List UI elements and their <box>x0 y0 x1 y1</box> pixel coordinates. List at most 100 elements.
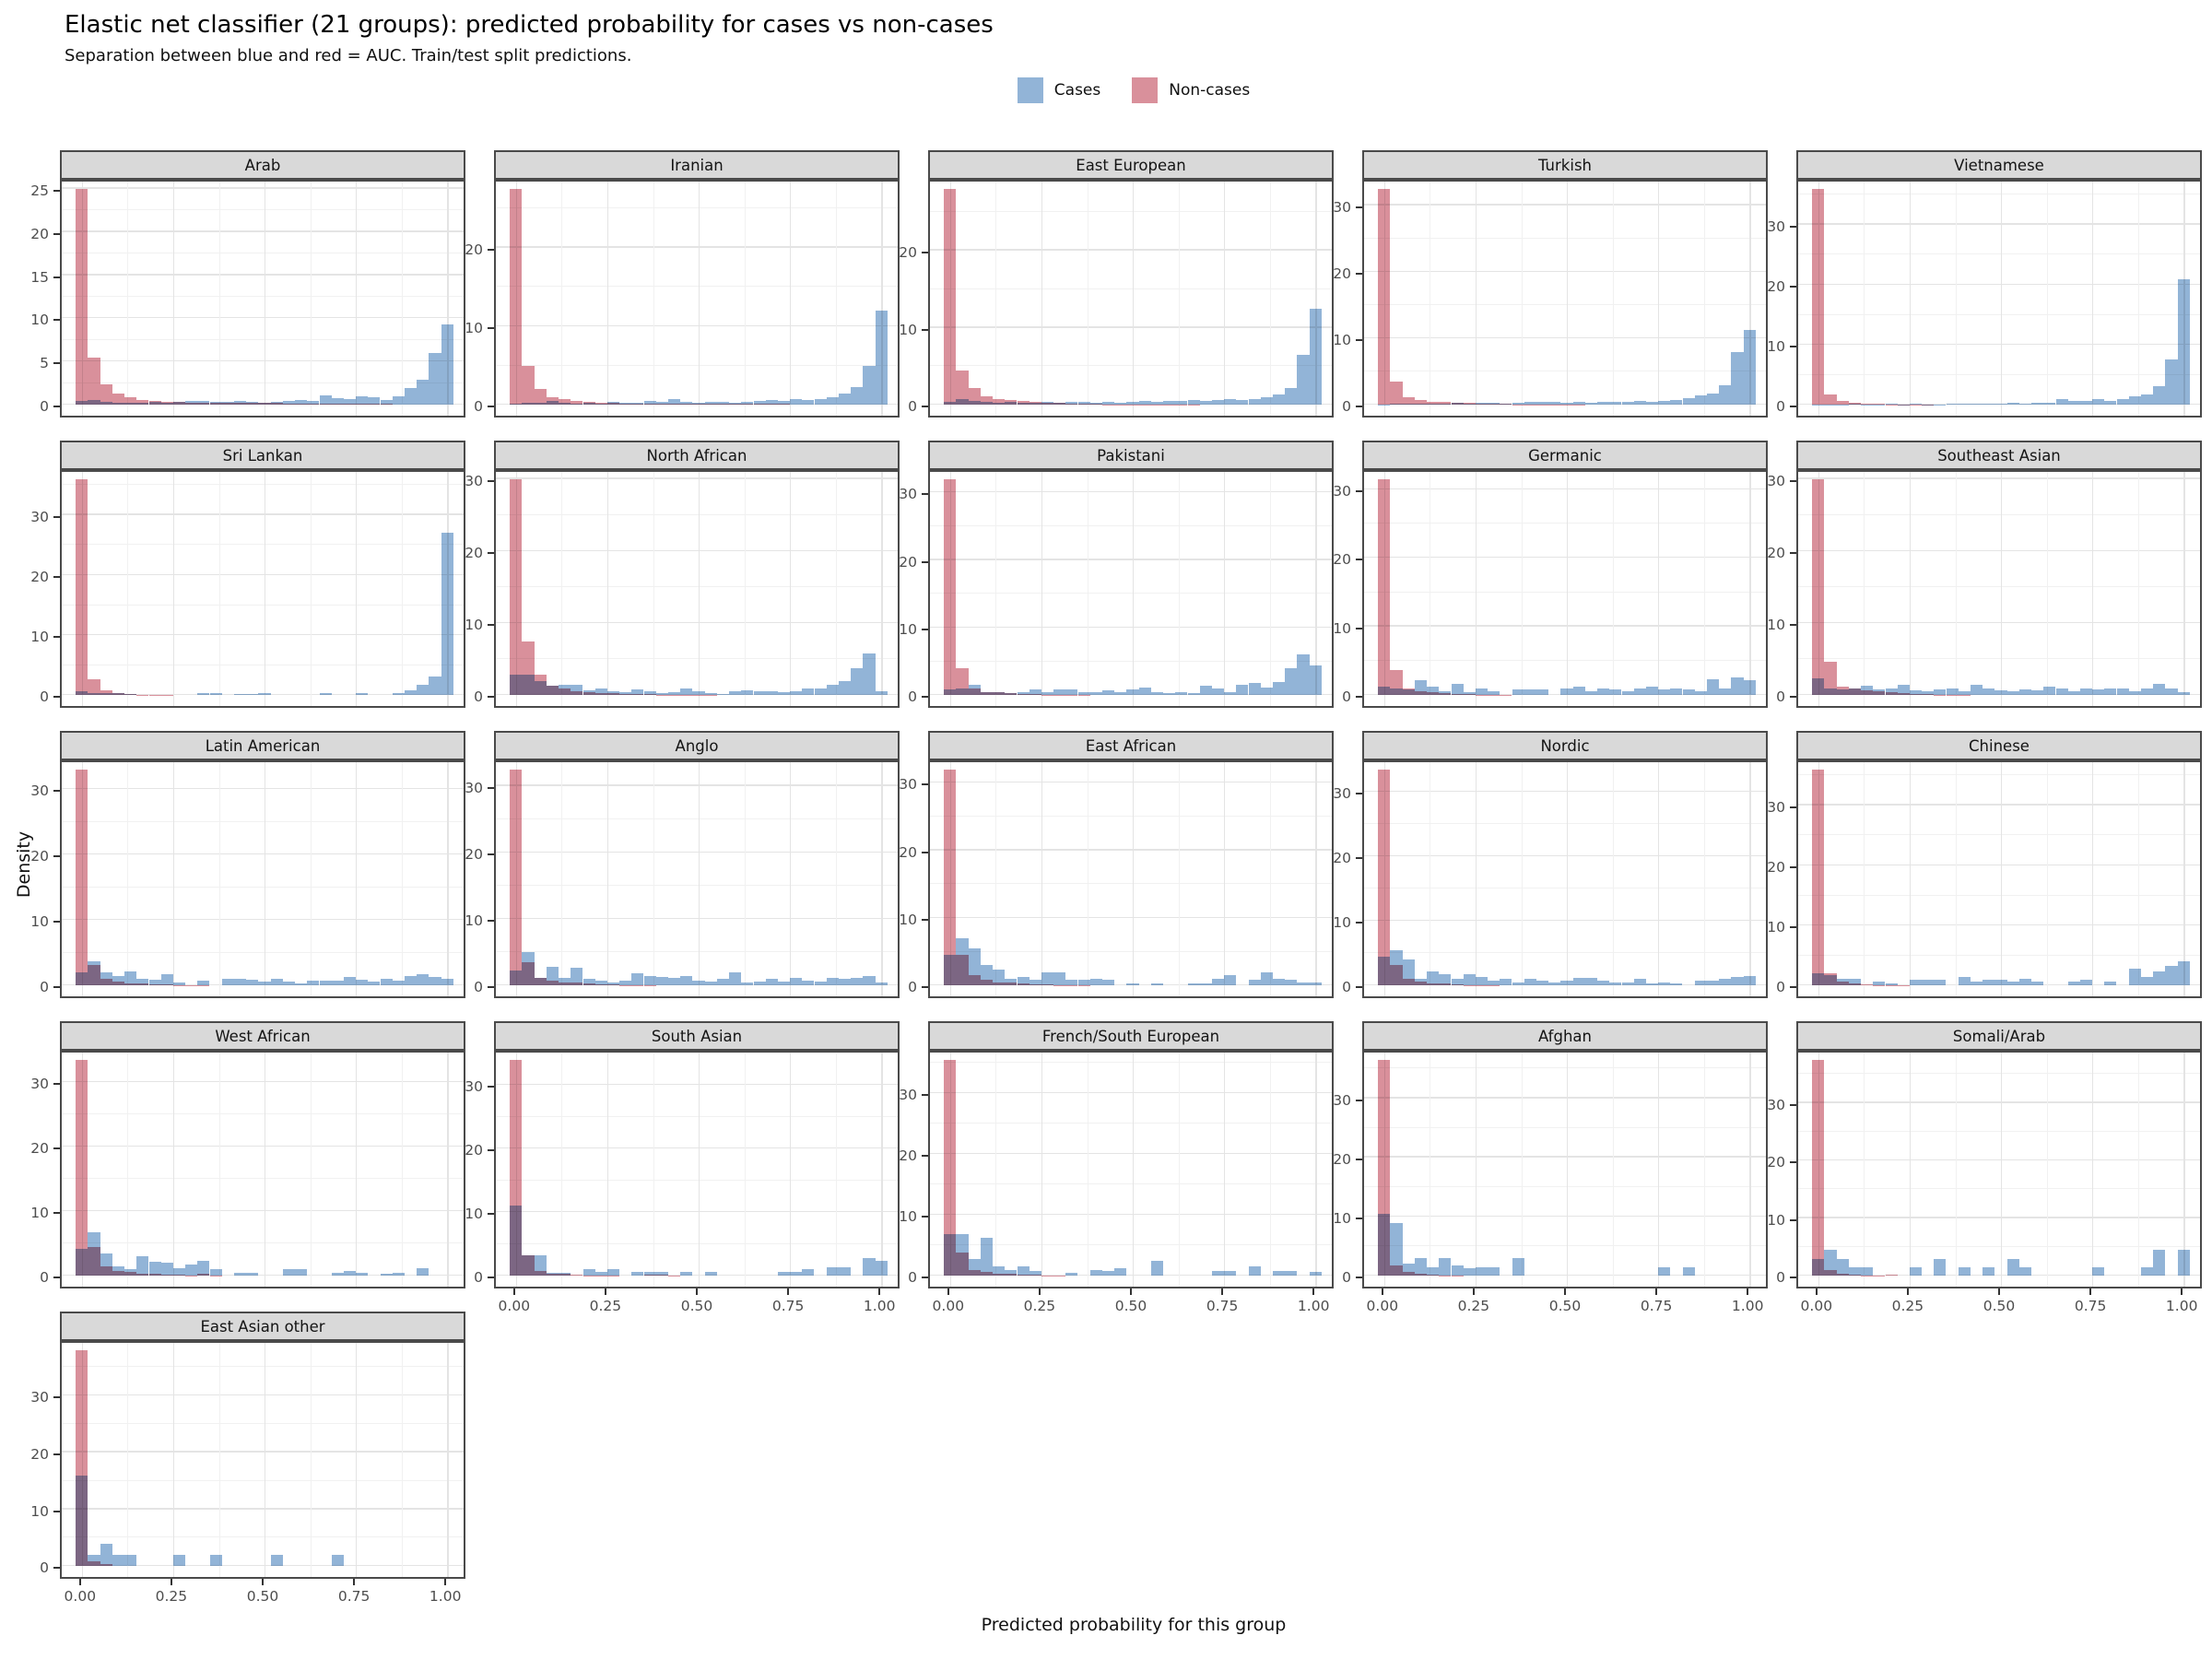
hist-bar-non-cases <box>1451 1275 1464 1277</box>
y-tick-label: 0 <box>40 1269 49 1287</box>
gridline-major <box>790 182 792 416</box>
gridline-minor <box>835 1053 837 1287</box>
x-tick-mark <box>444 1579 447 1585</box>
facet-strip: Somali/Arab <box>1796 1021 2202 1051</box>
x-tick-label: 0.25 <box>155 1588 188 1605</box>
hist-bar-non-cases <box>1017 693 1030 696</box>
hist-bar-non-cases <box>1414 1274 1427 1277</box>
gridline-major <box>447 762 449 996</box>
facet-strip: South Asian <box>494 1021 900 1051</box>
facet-panel <box>60 180 465 418</box>
hist-bar-non-cases <box>1390 669 1403 696</box>
y-tick-mark <box>53 921 60 924</box>
hist-bar-non-cases <box>956 668 969 696</box>
gridline-minor <box>1955 182 1957 416</box>
y-tick-mark <box>53 1212 60 1215</box>
gridline-minor <box>1864 1053 1865 1287</box>
hist-bar-cases <box>2018 689 2031 696</box>
hist-bar-cases <box>1439 974 1452 986</box>
hist-bar-cases <box>1053 688 1066 696</box>
facet-strip: West African <box>60 1021 465 1051</box>
gridline-minor <box>401 1343 403 1577</box>
hist-bar-cases <box>1163 693 1176 696</box>
facet-panel <box>1796 1051 2202 1288</box>
hist-bar-cases <box>1138 401 1151 406</box>
hist-bar-non-cases <box>148 1274 161 1277</box>
hist-bar-non-cases <box>546 1273 559 1277</box>
gridline-minor <box>1798 1130 2200 1132</box>
gridline-minor <box>496 286 898 288</box>
gridline-major <box>1749 182 1751 416</box>
hist-bar-cases <box>1572 977 1585 986</box>
y-tick-mark <box>488 327 494 329</box>
hist-bar-cases <box>1536 689 1549 696</box>
hist-bar-cases <box>1187 983 1200 986</box>
x-tick-mark <box>262 1579 264 1585</box>
gridline-major <box>790 762 792 996</box>
gridline-major <box>1798 804 2200 806</box>
gridline-major <box>496 621 898 624</box>
hist-bar-cases <box>405 387 418 406</box>
hist-bar-non-cases <box>522 1255 535 1277</box>
gridline-major <box>496 1210 898 1213</box>
hist-bar-cases <box>2092 689 2105 696</box>
hist-bar-cases <box>655 976 668 986</box>
hist-bar-cases <box>2092 399 2105 406</box>
hist-bar-cases <box>1029 689 1041 696</box>
hist-bar-non-cases <box>1861 404 1874 406</box>
gridline-major <box>1909 1053 1912 1287</box>
hist-bar-cases <box>1451 1265 1464 1277</box>
hist-bar-cases <box>1463 974 1476 986</box>
y-tick-mark <box>1790 1218 1796 1221</box>
y-tick-mark <box>488 248 494 251</box>
hist-bar-non-cases <box>1836 982 1849 986</box>
x-tick-label: 0.00 <box>1366 1298 1399 1314</box>
gridline-major <box>172 472 175 706</box>
hist-bar-non-cases <box>1848 403 1861 406</box>
gridline-major <box>356 1053 358 1287</box>
hist-bar-cases <box>1694 980 1707 986</box>
y-tick-mark <box>488 853 494 855</box>
gridline-major <box>1364 1274 1766 1277</box>
hist-bar-non-cases <box>1005 982 1018 986</box>
gridline-major <box>1567 762 1569 996</box>
gridline-minor <box>2046 762 2048 996</box>
hist-bar-cases <box>1719 384 1732 406</box>
hist-bar-non-cases <box>1077 403 1090 406</box>
y-tick-label: 10 <box>1333 914 1351 932</box>
hist-bar-non-cases <box>631 984 644 986</box>
hist-bar-non-cases <box>282 404 295 406</box>
hist-bar-cases <box>1488 1266 1500 1277</box>
hist-bar-cases <box>380 1274 393 1277</box>
hist-bar-cases <box>1848 979 1861 986</box>
gridline-minor <box>1178 182 1180 416</box>
hist-bar-cases <box>356 395 369 406</box>
gridline-major <box>1475 1053 1477 1287</box>
gridline-minor <box>1178 472 1180 706</box>
gridline-minor <box>1612 762 1614 996</box>
gridline-major <box>2183 472 2185 706</box>
gridline-minor <box>930 660 1332 662</box>
hist-bar-cases <box>1017 691 1030 696</box>
gridline-minor <box>1798 513 2200 515</box>
hist-bar-cases <box>839 393 852 406</box>
hist-bar-cases <box>417 973 429 986</box>
hist-bar-cases <box>441 533 453 696</box>
hist-bar-non-cases <box>1017 1275 1030 1277</box>
gridline-major <box>356 182 358 416</box>
y-tick-label: 10 <box>465 1206 483 1223</box>
hist-bar-cases <box>1512 403 1524 406</box>
hist-bar-cases <box>716 979 729 986</box>
gridline-major <box>496 477 898 479</box>
y-tick-label: 0 <box>1342 688 1351 706</box>
hist-bar-non-cases <box>76 1349 88 1567</box>
gridline-major <box>172 1053 175 1287</box>
hist-bar-cases <box>392 980 405 986</box>
hist-bar-cases <box>392 1272 405 1277</box>
gridline-major <box>881 182 883 416</box>
hist-bar-cases <box>429 676 441 696</box>
hist-bar-cases <box>1909 1266 1923 1277</box>
y-tick-mark <box>488 696 494 699</box>
y-tick-label: 10 <box>899 321 917 338</box>
hist-bar-cases <box>2018 1266 2031 1277</box>
